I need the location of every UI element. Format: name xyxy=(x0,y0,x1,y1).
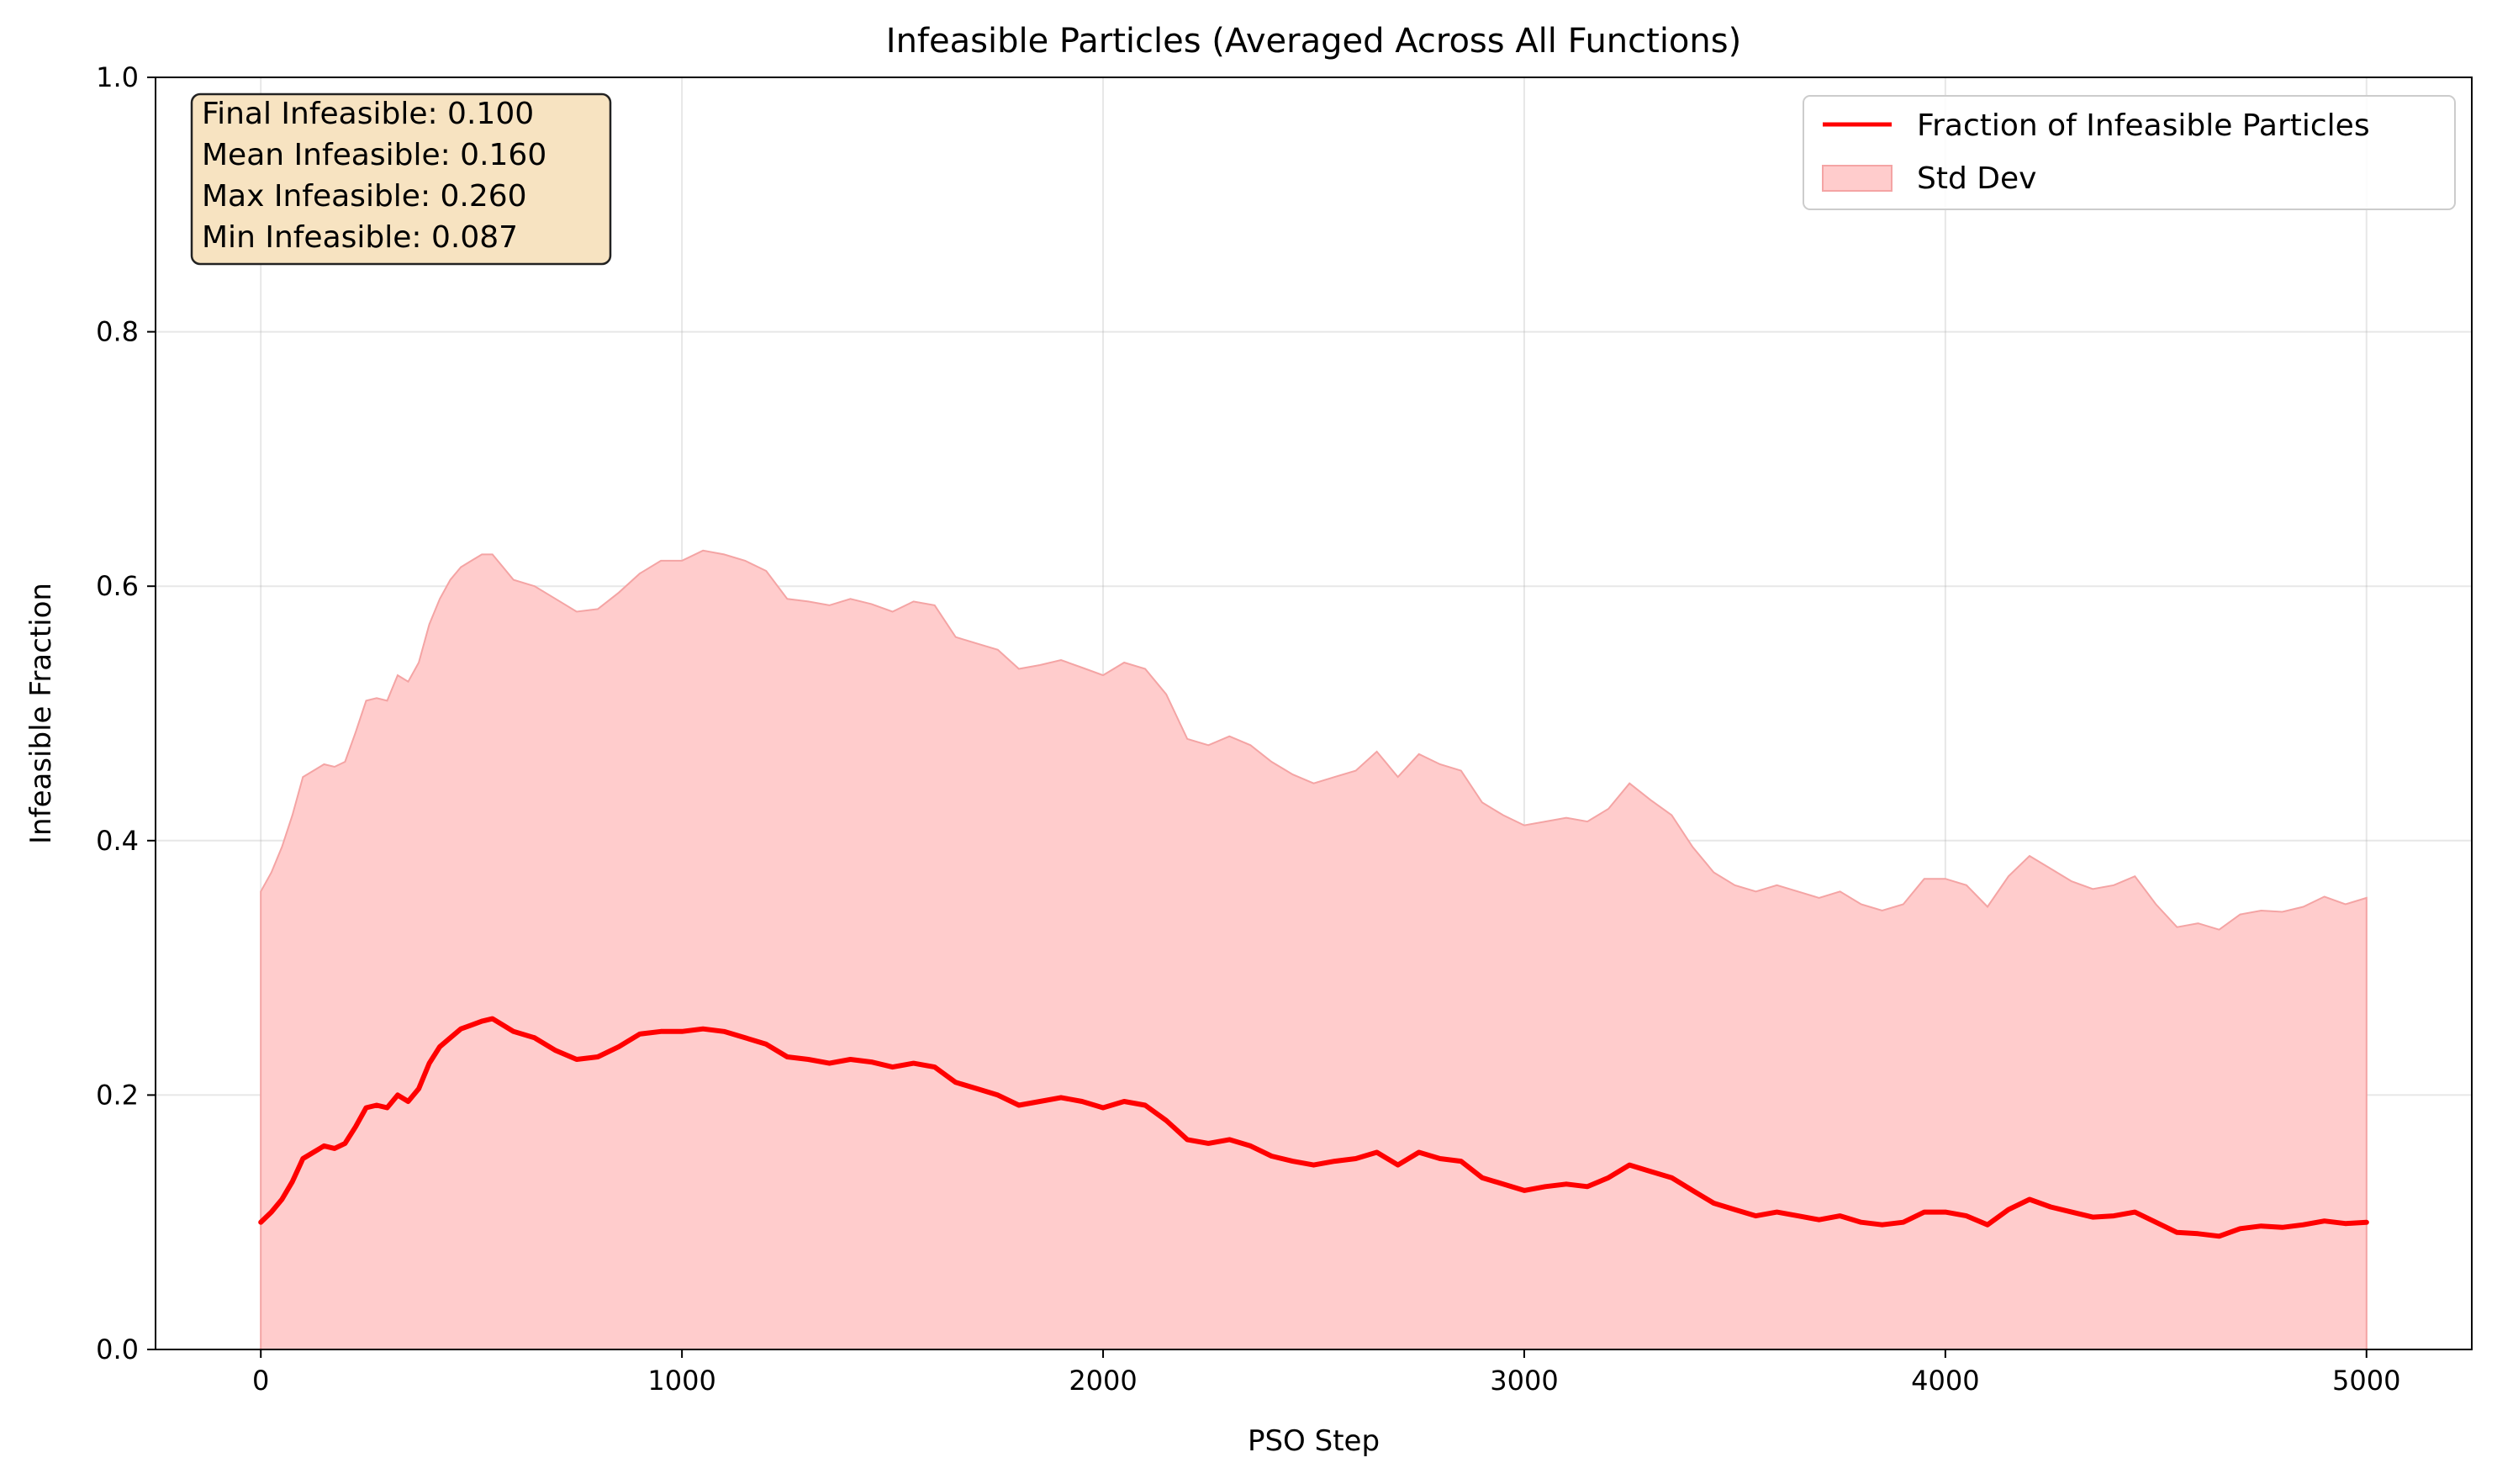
y-axis-label: Infeasible Fraction xyxy=(24,583,58,844)
y-tick-label-0: 0.0 xyxy=(96,1333,139,1365)
stats-box: Final Infeasible: 0.100 Mean Infeasible:… xyxy=(190,92,612,266)
legend-band-swatch xyxy=(1822,165,1893,192)
y-tick-label-5: 1.0 xyxy=(96,61,139,93)
legend: Fraction of Infeasible Particles Std Dev xyxy=(1803,95,2456,210)
x-axis-ticks: 0 1000 2000 3000 4000 5000 xyxy=(252,1349,2400,1397)
chart-title: Infeasible Particles (Averaged Across Al… xyxy=(886,22,1741,61)
legend-band-label: Std Dev xyxy=(1917,161,2036,196)
stats-box-background xyxy=(190,92,612,266)
y-axis-ticks: 0.0 0.2 0.4 0.6 0.8 1.0 xyxy=(96,61,156,1365)
plot-area-frame xyxy=(155,77,2473,1350)
stats-mean-infeasible: Mean Infeasible: 0.160 xyxy=(202,138,546,172)
x-axis-label: PSO Step xyxy=(1248,1424,1380,1458)
stats-final-infeasible: Final Infeasible: 0.100 xyxy=(202,97,534,131)
x-tick-label-2: 2000 xyxy=(1069,1365,1137,1397)
stats-min-infeasible: Min Infeasible: 0.087 xyxy=(202,220,518,255)
x-tick-label-1: 1000 xyxy=(647,1365,715,1397)
x-tick-label-4: 4000 xyxy=(1911,1365,1979,1397)
y-tick-label-3: 0.6 xyxy=(96,570,139,602)
x-tick-label-3: 3000 xyxy=(1490,1365,1558,1397)
x-tick-label-0: 0 xyxy=(252,1365,269,1397)
infeasible-fraction-line xyxy=(258,1016,2369,1239)
y-tick-label-2: 0.4 xyxy=(96,825,139,857)
y-tick-label-4: 0.8 xyxy=(96,316,139,348)
y-tick-label-1: 0.2 xyxy=(96,1079,139,1111)
stats-max-infeasible: Max Infeasible: 0.260 xyxy=(202,179,527,214)
x-tick-label-5: 5000 xyxy=(2332,1365,2400,1397)
legend-line-label: Fraction of Infeasible Particles xyxy=(1917,108,2370,143)
line-layer xyxy=(258,1016,2369,1239)
legend-box xyxy=(1803,95,2456,210)
